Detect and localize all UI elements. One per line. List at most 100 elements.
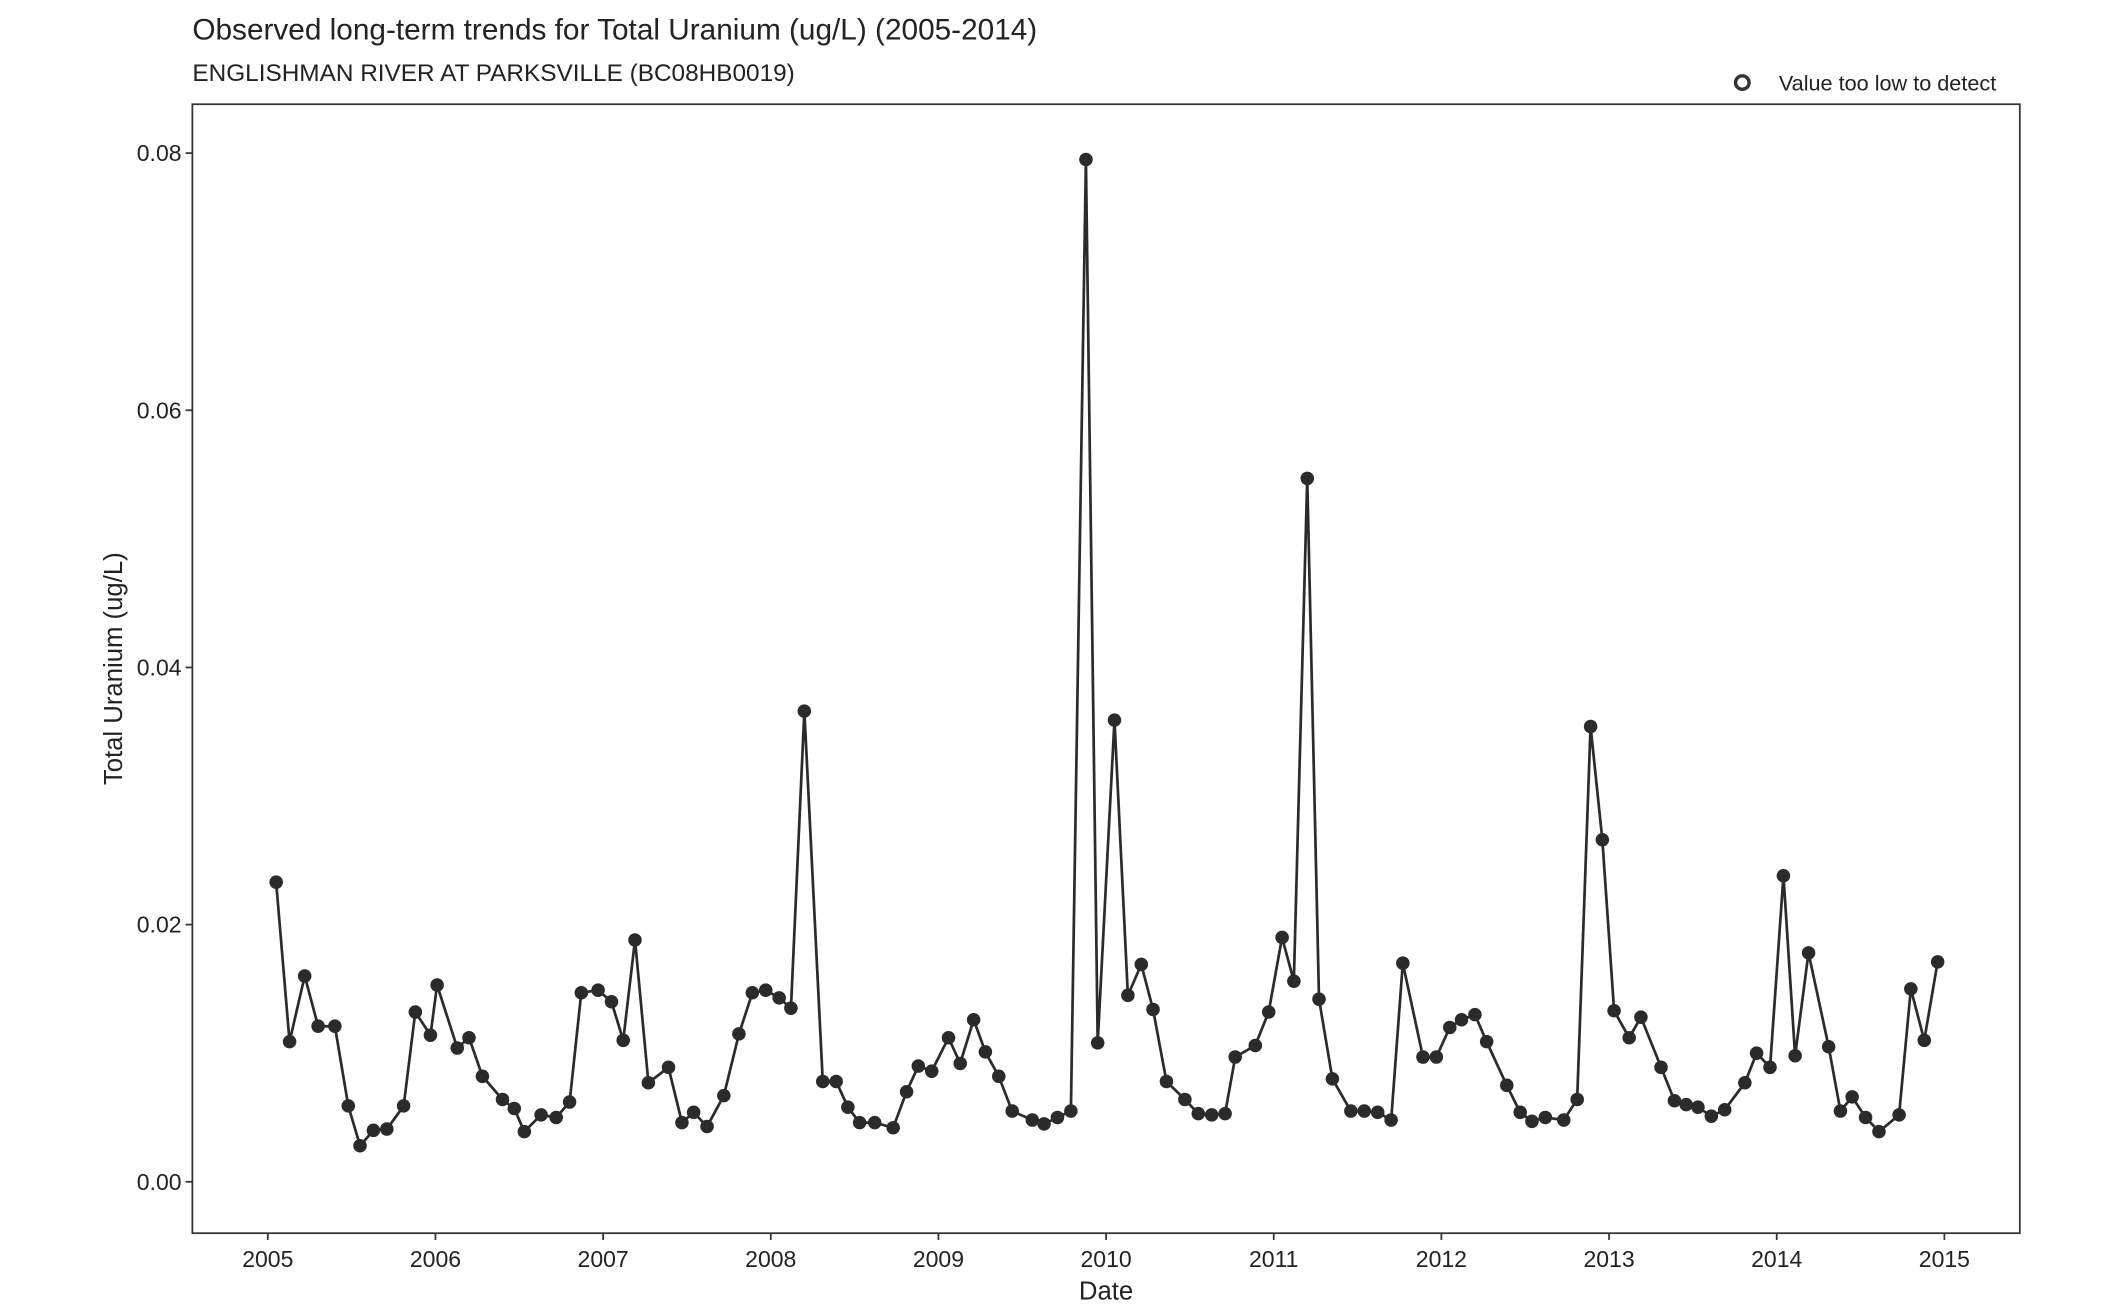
data-point	[772, 991, 786, 1005]
data-point	[1525, 1114, 1539, 1129]
data-point	[341, 1099, 356, 1113]
data-point	[1667, 1093, 1682, 1108]
data-point	[978, 1045, 993, 1059]
data-point	[829, 1074, 843, 1089]
data-point	[450, 1041, 465, 1055]
data-point	[1370, 1105, 1385, 1120]
data-point	[1159, 1074, 1174, 1089]
data-point	[628, 933, 642, 947]
data-point	[1679, 1097, 1693, 1112]
data-point	[852, 1115, 867, 1130]
data-point	[1821, 1039, 1836, 1054]
x-tick-label: 2013	[1583, 1246, 1634, 1272]
data-point	[1468, 1007, 1482, 1022]
x-tick-label: 2010	[1080, 1246, 1131, 1272]
x-tick-label: 2015	[1919, 1246, 1970, 1272]
data-point	[797, 704, 812, 718]
data-point	[328, 1019, 342, 1033]
data-point	[1344, 1104, 1358, 1118]
data-point	[1037, 1117, 1051, 1131]
data-point	[1248, 1038, 1263, 1053]
data-point	[1005, 1104, 1019, 1118]
data-point	[495, 1092, 510, 1107]
data-point	[1704, 1109, 1719, 1123]
x-tick-label: 2007	[578, 1246, 629, 1272]
x-tick-label: 2014	[1751, 1246, 1802, 1272]
data-point	[1090, 1036, 1105, 1050]
data-point	[1064, 1104, 1078, 1118]
data-point	[1443, 1020, 1457, 1035]
x-tick-label: 2011	[1249, 1246, 1298, 1272]
data-point	[686, 1105, 701, 1120]
data-point	[396, 1099, 411, 1113]
data-point	[1312, 992, 1326, 1006]
data-point	[282, 1034, 297, 1049]
data-point	[732, 1027, 746, 1041]
data-point	[462, 1030, 476, 1045]
legend-entry: Value too low to detect	[1779, 71, 1996, 96]
data-point	[1025, 1113, 1040, 1127]
data-point	[1634, 1010, 1648, 1024]
x-tick-label: 2005	[242, 1246, 293, 1272]
data-point	[911, 1059, 926, 1073]
data-point	[1595, 832, 1610, 847]
data-point	[1050, 1110, 1065, 1125]
data-point	[311, 1019, 325, 1033]
data-point	[992, 1069, 1006, 1084]
data-point	[1788, 1048, 1802, 1063]
data-point	[297, 969, 312, 983]
data-point	[1833, 1104, 1848, 1118]
data-point	[675, 1115, 689, 1130]
data-point	[784, 1001, 798, 1015]
data-point	[380, 1122, 394, 1136]
data-point	[1717, 1102, 1732, 1117]
data-point	[841, 1100, 855, 1114]
series	[269, 152, 1945, 1153]
data-point	[966, 1012, 981, 1027]
data-point	[562, 1095, 577, 1109]
data-point	[1930, 955, 1945, 969]
data-point	[1300, 471, 1315, 486]
data-point	[815, 1074, 830, 1089]
data-point	[1738, 1075, 1752, 1090]
data-point	[1261, 1005, 1276, 1019]
plot-panel	[191, 103, 2021, 1235]
data-point	[1416, 1050, 1430, 1064]
data-point	[924, 1064, 939, 1078]
data-point	[1763, 1060, 1777, 1075]
data-point	[1325, 1072, 1340, 1086]
data-point	[1557, 1113, 1571, 1127]
legend-open-circle-icon	[1733, 74, 1751, 92]
data-point	[1121, 988, 1135, 1003]
data-point	[517, 1124, 532, 1139]
data-point	[1654, 1060, 1668, 1075]
data-point	[475, 1069, 490, 1084]
data-point	[366, 1123, 381, 1138]
y-axis: 0.00 0.02 0.04 0.06 0.08	[137, 140, 193, 1195]
data-point	[661, 1060, 676, 1075]
legend: Value too low to detect	[1733, 71, 1996, 96]
y-tick-label: 0.02	[137, 912, 182, 938]
chart-title: Observed long-term trends for Total Uran…	[192, 13, 1037, 46]
y-tick-label: 0.08	[137, 140, 182, 166]
data-point	[1204, 1108, 1219, 1122]
y-axis-label: Total Uranium (ug/L)	[100, 552, 128, 785]
data-point	[1801, 946, 1816, 960]
data-point	[1904, 982, 1918, 996]
data-point	[1607, 1003, 1621, 1018]
data-point	[1287, 974, 1301, 988]
data-point	[1583, 719, 1598, 734]
data-point	[1500, 1078, 1514, 1093]
data-point	[700, 1119, 714, 1134]
x-tick-label: 2009	[913, 1246, 964, 1272]
data-point	[1917, 1033, 1932, 1048]
data-point	[1384, 1113, 1398, 1127]
data-point	[1275, 930, 1289, 945]
data-point	[1776, 868, 1791, 883]
x-axis: 2005 2006 2007 2008 2009 2010 2011 2012 2013 2014…	[242, 1233, 1970, 1272]
data-point	[1570, 1092, 1584, 1107]
data-point	[423, 1028, 438, 1042]
data-point	[534, 1108, 548, 1122]
data-point	[1228, 1050, 1242, 1064]
